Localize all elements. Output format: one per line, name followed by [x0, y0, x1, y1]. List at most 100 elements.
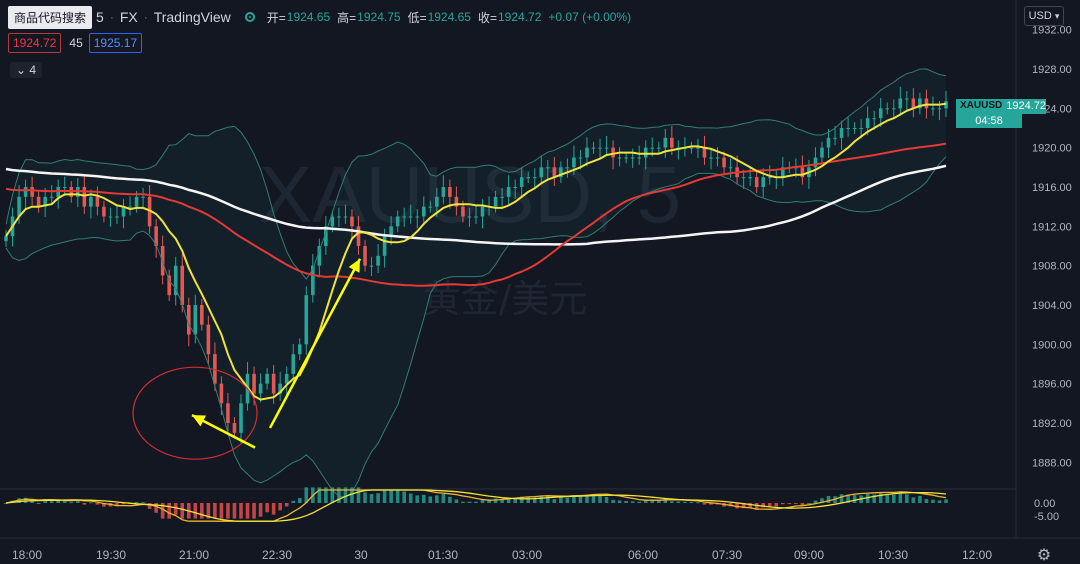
- candle-body: [546, 167, 550, 169]
- candle-body: [4, 236, 8, 242]
- time-tick-label: 30: [354, 548, 368, 562]
- macd-bar: [526, 497, 531, 503]
- macd-bar: [754, 503, 759, 510]
- candle-body: [193, 305, 198, 335]
- time-tick-label: 12:00: [962, 548, 992, 562]
- candle-body: [617, 157, 622, 159]
- candle-body: [689, 147, 694, 149]
- macd-bar: [918, 495, 922, 503]
- candle-body: [173, 265, 178, 296]
- macd-bar: [167, 503, 171, 519]
- candle-body: [611, 147, 615, 158]
- macd-bar: [794, 503, 798, 504]
- candle-body: [702, 147, 707, 158]
- candle-body: [813, 157, 818, 168]
- macd-bar: [102, 503, 106, 507]
- candle-body: [415, 216, 420, 218]
- price-tick-label: 1912.00: [1032, 221, 1072, 233]
- macd-bar: [911, 497, 916, 503]
- macd-bar: [271, 503, 276, 515]
- candle-body: [226, 403, 230, 423]
- macd-bar: [637, 501, 641, 503]
- candle-body: [304, 295, 309, 345]
- candle-body: [591, 147, 596, 149]
- separator-dot: ·: [143, 10, 148, 24]
- buy-price-button[interactable]: 1925.17: [88, 33, 143, 53]
- macd-bar: [4, 503, 8, 504]
- candle-body: [128, 206, 132, 208]
- macd-bar: [781, 503, 785, 505]
- candle-body: [284, 373, 289, 384]
- time-tick-label: 06:00: [628, 548, 658, 562]
- macd-bar: [154, 503, 158, 513]
- ohlc-low-value: 1924.65: [427, 10, 471, 24]
- candle-body: [859, 128, 863, 129]
- indicator-collapse-button[interactable]: ⌄ 4: [10, 62, 43, 78]
- candle-body: [206, 324, 211, 355]
- macd-bar: [337, 487, 341, 503]
- candle-body: [650, 147, 655, 149]
- candle-body: [885, 108, 890, 110]
- ohlc-open-value: 1924.65: [286, 10, 331, 24]
- candle-body: [480, 206, 485, 217]
- symbol-search-button[interactable]: 商品代码搜索: [8, 5, 93, 29]
- candle-body: [519, 177, 524, 187]
- macd-bar: [572, 495, 576, 503]
- price-tag-value: 1924.72: [1006, 99, 1046, 114]
- candle-body: [265, 373, 269, 384]
- trade-buttons: 1924.72 45 1925.17: [8, 33, 143, 53]
- macd-bar: [709, 503, 713, 505]
- candle-body: [630, 157, 635, 159]
- macd-bar: [43, 500, 47, 503]
- macd-bar: [865, 493, 870, 503]
- candle-body: [343, 216, 348, 218]
- gear-icon[interactable]: ⚙: [1037, 545, 1051, 564]
- candle-body: [656, 147, 661, 149]
- candle-body: [147, 196, 152, 227]
- candle-body: [722, 157, 726, 168]
- interval-label[interactable]: 5: [96, 9, 104, 25]
- macd-bar: [643, 499, 648, 503]
- candle-body: [781, 167, 785, 178]
- macd-bar: [741, 503, 746, 509]
- watermark-symbol: XAUUSD, 5: [259, 150, 681, 239]
- bar-countdown: 04:58: [956, 114, 1022, 128]
- candle-body: [474, 216, 478, 218]
- collapsed-indicator-count: 4: [29, 63, 37, 77]
- candle-body: [115, 216, 119, 218]
- bollinger-upper-line: [5, 68, 947, 280]
- candle-body: [767, 177, 772, 179]
- time-tick-label: 22:30: [262, 548, 292, 562]
- macd-bar: [624, 500, 628, 503]
- candle-body: [121, 206, 126, 217]
- currency-selector[interactable]: USD ▾: [1024, 6, 1064, 26]
- candle-body: [670, 137, 674, 148]
- macd-signal-line: [5, 489, 947, 522]
- ma-slow-line: [5, 164, 947, 246]
- macd-bar: [369, 494, 374, 503]
- sell-price-button[interactable]: 1924.72: [8, 33, 62, 53]
- macd-bar: [506, 497, 511, 503]
- macd-bar: [872, 494, 876, 503]
- macd-bar: [343, 487, 348, 503]
- market-status-icon[interactable]: [244, 12, 255, 22]
- candle-body: [232, 423, 237, 433]
- ohlc-close-value: 1924.72: [497, 10, 542, 24]
- macd-bar: [141, 502, 145, 504]
- macd-bar: [461, 501, 465, 503]
- candle-body: [637, 157, 641, 159]
- macd-bar: [696, 502, 700, 504]
- candle-body: [911, 98, 916, 109]
- macd-bar: [565, 497, 570, 503]
- macd-bar: [56, 499, 61, 503]
- macd-bar: [89, 502, 93, 504]
- candle-body: [820, 147, 824, 158]
- candle-body: [728, 167, 733, 169]
- candle-body: [43, 196, 47, 207]
- candle-body: [663, 137, 668, 148]
- bollinger-fill: [6, 68, 946, 498]
- price-tick-label: 1904.00: [1032, 300, 1072, 312]
- ohlc-open-label: 开=: [266, 10, 286, 25]
- candle-body: [878, 108, 883, 119]
